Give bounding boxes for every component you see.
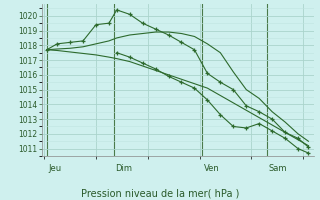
Text: Sam: Sam: [268, 164, 287, 173]
Text: Ven: Ven: [204, 164, 219, 173]
Text: Dim: Dim: [116, 164, 132, 173]
Text: Pression niveau de la mer( hPa ): Pression niveau de la mer( hPa ): [81, 188, 239, 198]
Text: Jeu: Jeu: [48, 164, 61, 173]
